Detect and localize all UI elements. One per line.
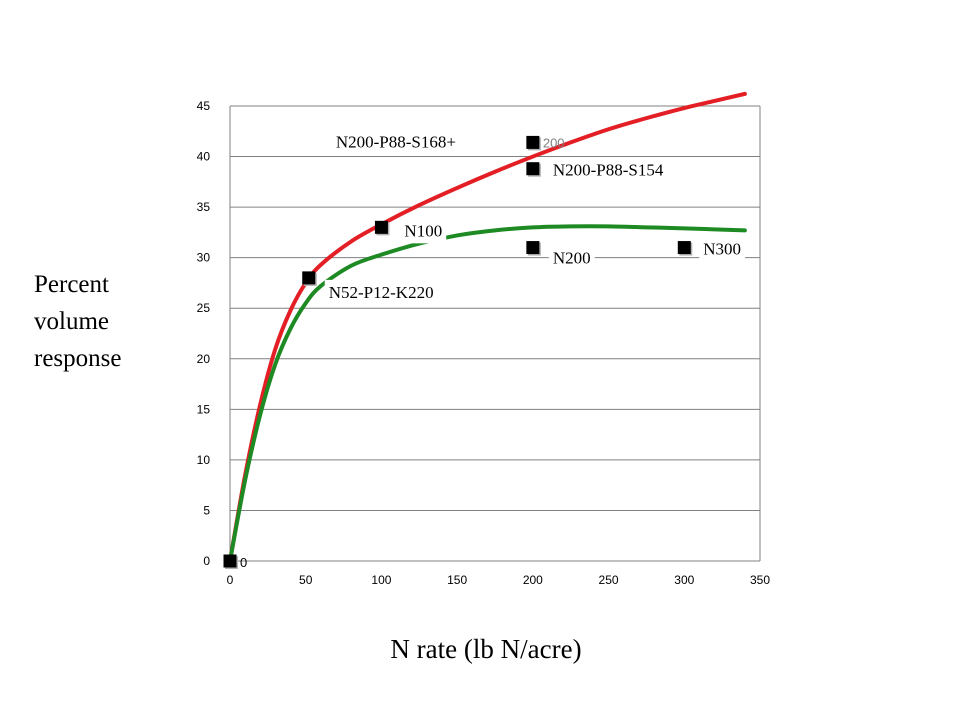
y-tick-label: 45 (197, 99, 211, 113)
data-label: N52-P12-K220 (329, 283, 434, 302)
data-label-secondary: 200 (543, 135, 565, 150)
y-tick-label: 40 (197, 150, 211, 164)
curve-layer (228, 91, 747, 563)
x-tick-label: 100 (371, 573, 391, 587)
y-tick-label: 20 (197, 352, 211, 366)
data-label-background (324, 279, 438, 305)
data-point (526, 241, 540, 255)
y-tick-label: 25 (197, 301, 211, 315)
y-tick-label: 5 (203, 503, 210, 517)
x-tick-label: 200 (523, 573, 543, 587)
data-label: N200-P88-S168+ (336, 132, 456, 151)
y-tick-label: 0 (203, 554, 210, 568)
data-label: N300 (703, 240, 741, 259)
data-label: N200-P88-S154 (553, 161, 664, 180)
y-tick-label: 10 (197, 453, 211, 467)
x-tick-label: 150 (447, 573, 467, 587)
data-point (302, 271, 316, 285)
data-label: 0 (240, 555, 247, 570)
x-tick-label: 350 (750, 573, 770, 587)
data-label-background (548, 245, 595, 271)
y-tick-label: 15 (197, 402, 211, 416)
grid-layer (230, 105, 760, 511)
y-axis-label: Percent volume response (34, 266, 164, 377)
series-line (228, 91, 747, 563)
y-tick-label: 30 (197, 251, 211, 265)
data-label-background (331, 129, 460, 155)
data-label: N200 (553, 249, 591, 268)
y-axis-label-line: volume (34, 308, 109, 335)
x-axis-label: N rate (lb N/acre) (390, 634, 582, 664)
data-point (677, 241, 691, 255)
data-point (526, 135, 540, 149)
x-tick-label: 50 (299, 573, 313, 587)
label-layer: 0 N52-P12-K220 N100 N200 N200-P88-S154 N200-P… (240, 129, 746, 570)
x-tick-label: 0 (227, 573, 234, 587)
data-point (526, 162, 540, 176)
series-line (228, 224, 747, 563)
data-label-background (699, 236, 746, 262)
point-layer (223, 135, 693, 569)
data-point (374, 220, 388, 234)
y-axis-label-line: Percent (34, 271, 109, 298)
x-tick-label: 300 (674, 573, 694, 587)
data-point (223, 554, 237, 568)
data-label-background (400, 218, 447, 244)
y-axis-label-line: response (34, 345, 122, 372)
data-label: N100 (404, 221, 442, 240)
y-tick-label: 35 (197, 200, 211, 214)
data-label-background (548, 157, 668, 183)
x-tick-label: 250 (599, 573, 619, 587)
axis-layer: 0 5 10 15 20 25 30 35 40 45 0 50 100 150 200 250 300 350 (197, 99, 771, 587)
